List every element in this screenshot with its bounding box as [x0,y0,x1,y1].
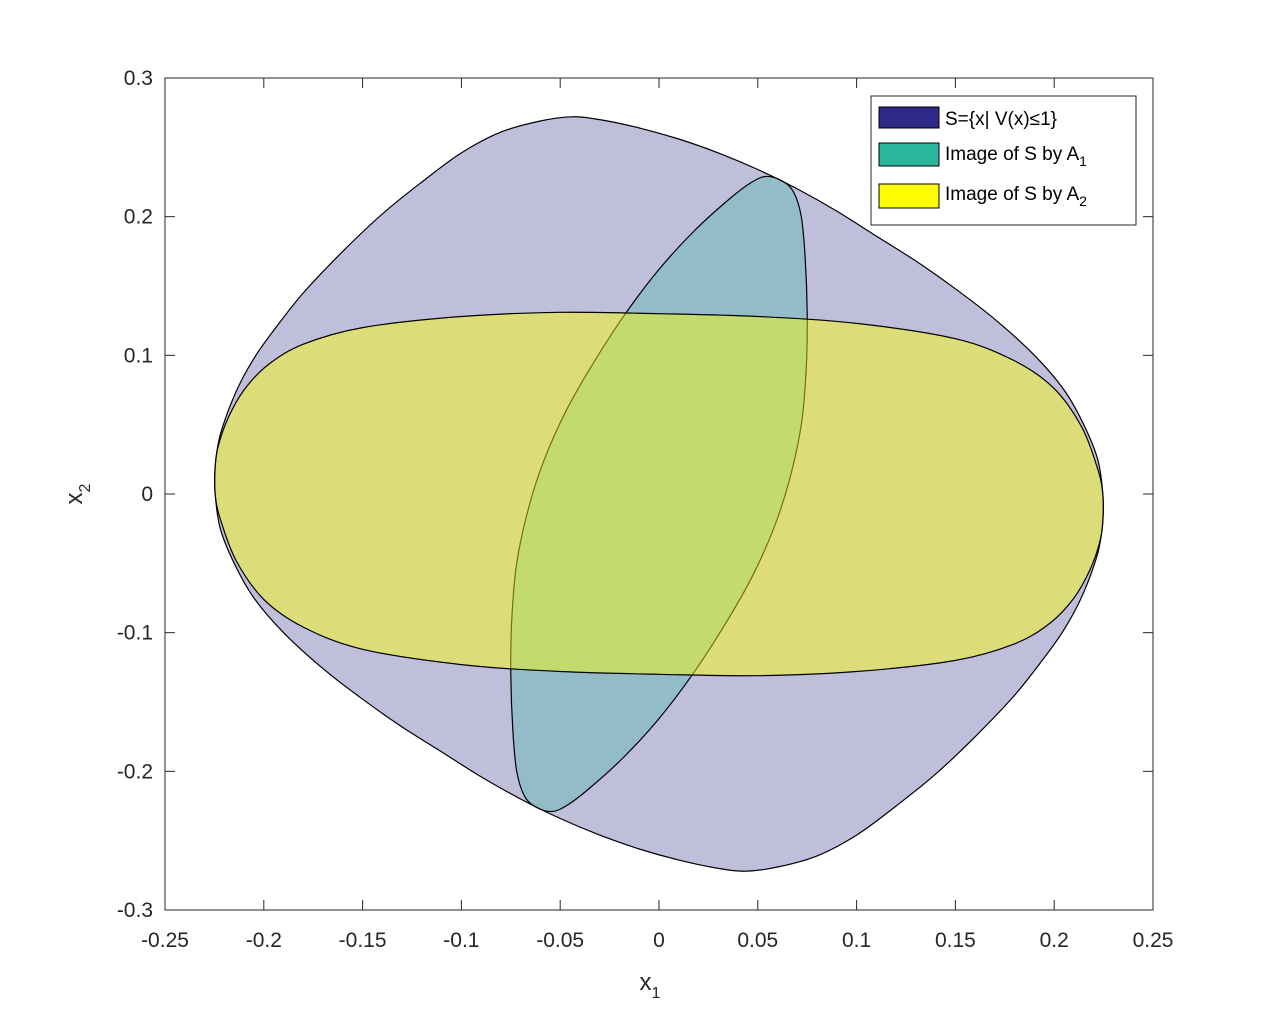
region-image-a1 [510,175,808,813]
x-tick-label: 0.1 [842,929,871,952]
region-image-a2 [214,311,1104,677]
legend-swatch-a2 [878,183,940,209]
legend-entry-a1: Image of S by A1 [945,144,1087,169]
y-tick-label: 0.3 [124,67,153,90]
x-tick-label: 0 [653,929,665,952]
y-tick-label: -0.3 [117,899,153,922]
x-tick-label: -0.25 [141,929,189,952]
y-tick-label: 0.1 [124,344,153,367]
x-tick-label: 0.25 [1133,929,1174,952]
x-tick-label: 0.05 [737,929,778,952]
legend-entry-s: S={x| V(x)≤1} [945,109,1057,130]
y-tick-label: 0.2 [124,206,153,229]
region-layer [214,116,1104,872]
y-tick-label: -0.1 [117,622,153,645]
x-tick-label: -0.1 [443,929,479,952]
legend-entry-a2: Image of S by A2 [945,184,1087,209]
x-tick-label: -0.15 [339,929,387,952]
legend-swatch-a1 [878,142,940,167]
x-tick-label: 0.15 [935,929,976,952]
y-axis-label: x2 [61,483,94,504]
tick-layer [164,77,1154,911]
x-tick-label: -0.2 [246,929,282,952]
x-axis-label: x1 [640,969,661,1002]
x-tick-label: 0.2 [1040,929,1069,952]
x-tick-label: -0.05 [536,929,584,952]
legend-swatch-s [878,106,940,129]
y-tick-label: 0 [141,483,153,506]
y-tick-label: -0.2 [117,760,153,783]
legend: S={x| V(x)≤1} Image of S by A1 Image of … [870,95,1137,226]
tick-label-layer: -0.25 -0.2 -0.15 -0.1 -0.05 0 0.05 0.1 0.15 0.2 0.… [117,67,1174,952]
